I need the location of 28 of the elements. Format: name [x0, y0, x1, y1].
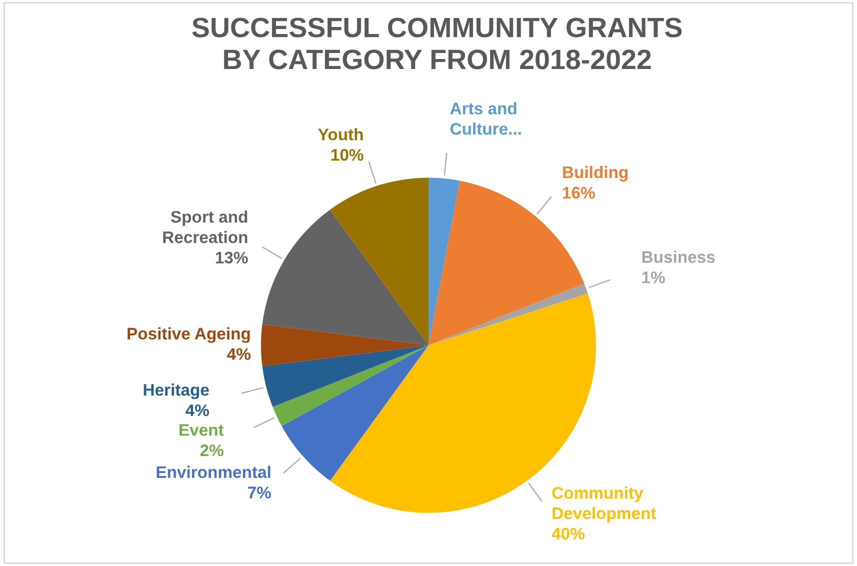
pie-slice [262, 210, 428, 346]
slice-label: Environmental [156, 466, 270, 478]
data-label: 2% [200, 444, 224, 456]
pie-slice [262, 345, 428, 407]
slice-label: Positive Ageing [128, 327, 250, 343]
data-label: 7% [248, 486, 271, 498]
slice-label: Community Development [552, 486, 656, 522]
data-label: 40% [552, 528, 585, 540]
pie-slice [272, 345, 428, 426]
slice-label: Heritage [144, 384, 209, 400]
data-label: 4% [186, 404, 209, 416]
slice-label: Arts and Culture... [450, 102, 521, 135]
data-label: 4% [227, 348, 250, 360]
data-label: 13% [216, 252, 248, 264]
slice-label: Business [642, 250, 715, 263]
slice-label: Sport and Recreation [163, 210, 248, 244]
data-label: 16% [563, 186, 595, 199]
chart-title: SUCCESSFUL COMMUNITY GRANTS BY CATEGORY FROM 2018-2022 [192, 18, 682, 70]
slice-label: Youth [318, 128, 363, 140]
slice-label: Event [180, 424, 224, 436]
slice-label: Building [563, 166, 628, 182]
pie-slice [428, 178, 460, 346]
pie-slice [428, 284, 588, 346]
data-label: 1% [642, 272, 665, 284]
pie-slice [282, 345, 428, 481]
pie-slice [330, 178, 428, 346]
pie-slice [260, 324, 428, 366]
data-label: 10% [331, 148, 364, 161]
